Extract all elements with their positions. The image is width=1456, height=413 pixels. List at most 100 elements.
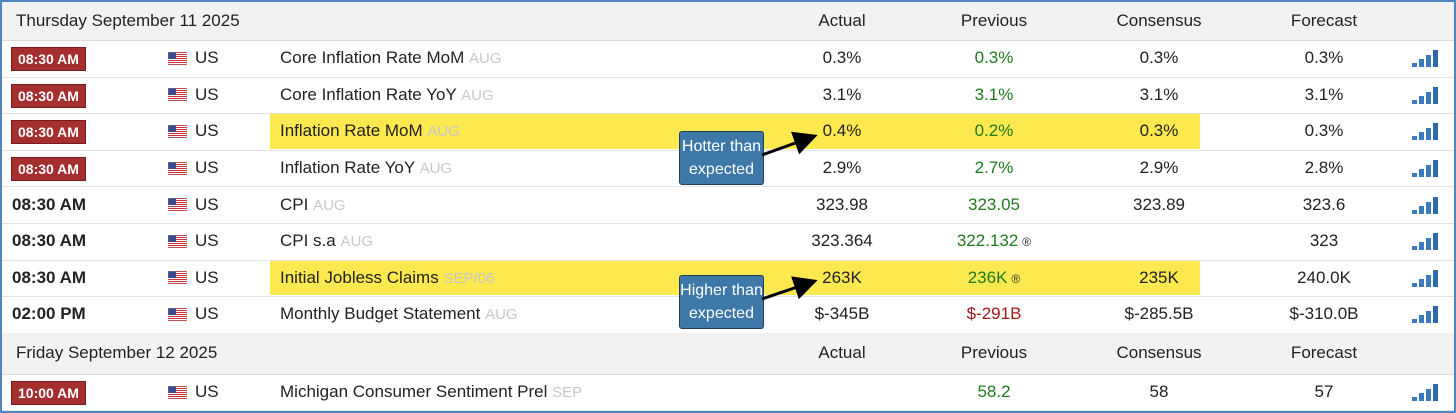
- chart-icon[interactable]: [1410, 304, 1444, 324]
- time-badge: 08:30 AM: [11, 120, 86, 145]
- time-badge: 08:30 AM: [11, 83, 86, 108]
- flag-icon: [167, 197, 188, 212]
- event-title: Inflation Rate YoY: [280, 158, 415, 178]
- consensus-value: 0.3%: [1140, 48, 1179, 68]
- event-name: Core Inflation Rate MoM AUG: [280, 48, 502, 69]
- revised-mark: ®: [1011, 271, 1021, 286]
- event-row: 08:30 AM US CPI s.a AUG 323.364 322.132 ® 323: [2, 223, 1454, 261]
- column-header: Actual: [818, 11, 866, 30]
- flag-icon: [167, 124, 188, 139]
- flag-icon: [167, 51, 188, 66]
- event-row: 08:30 AM US Inflation Rate YoY AUG 2.9% 2.7%…: [2, 150, 1454, 188]
- consensus-value: 58: [1150, 382, 1169, 402]
- event-period: AUG: [427, 123, 460, 141]
- actual-text: 3.1%: [822, 84, 862, 104]
- callout: Higher than expected: [679, 275, 764, 329]
- event-name: Michigan Consumer Sentiment Prel SEP: [280, 382, 582, 403]
- forecast-text: 323: [1309, 231, 1339, 251]
- section-header: Friday September 12 2025 Actual Previous Co…: [2, 332, 1454, 375]
- chart-icon[interactable]: [1410, 231, 1444, 251]
- actual-text: 2.9%: [822, 158, 862, 178]
- forecast-text: 57: [1314, 382, 1334, 402]
- country: US: [195, 158, 219, 178]
- chart-icon[interactable]: [1410, 158, 1444, 178]
- previous-text: 0.2%: [974, 121, 1014, 141]
- actual-value: 2.9%: [823, 158, 862, 178]
- section-header: Thursday September 11 2025 Actual Previous…: [2, 2, 1454, 41]
- actual-value: 323.364: [811, 231, 872, 251]
- column-header: Forecast: [1290, 343, 1358, 363]
- actual-value: 0.4%: [823, 121, 862, 141]
- event-name: Core Inflation Rate YoY AUG: [280, 85, 494, 106]
- forecast-value: $-310.0B: [1290, 304, 1359, 324]
- chart-icon[interactable]: [1410, 382, 1444, 402]
- forecast-value: 323.6: [1303, 195, 1346, 215]
- consensus-text: 323.89: [1133, 194, 1185, 214]
- event-period: AUG: [468, 50, 502, 68]
- event-row: 08:30 AM US Core Inflation Rate MoM AUG 0.3…: [2, 40, 1454, 78]
- chart-icon[interactable]: [1410, 85, 1444, 105]
- time-badge: 10:00 AM: [11, 381, 86, 406]
- event-name: CPI s.a AUG: [280, 231, 373, 252]
- consensus-text: 235K: [1139, 267, 1179, 287]
- event-period: AUG: [485, 306, 518, 324]
- chart-icon[interactable]: [1410, 195, 1444, 215]
- forecast-text: 3.1%: [1304, 84, 1344, 104]
- forecast-value: 0.3%: [1305, 121, 1344, 141]
- event-title: Inflation Rate MoM: [280, 121, 423, 141]
- event-title: Michigan Consumer Sentiment Prel: [280, 382, 548, 402]
- actual-text: 323.364: [811, 231, 873, 251]
- forecast-text: 2.8%: [1304, 158, 1344, 178]
- time-badge: 08:30 AM: [11, 47, 86, 72]
- forecast-text: 323.6: [1302, 194, 1346, 214]
- forecast-value: 240.0K: [1297, 268, 1351, 288]
- forecast-value: 3.1%: [1305, 85, 1344, 105]
- event-title: CPI: [280, 194, 309, 214]
- event-period: SEP: [552, 384, 583, 402]
- actual-text: 0.4%: [822, 121, 862, 141]
- consensus-text: $-285.5B: [1124, 304, 1194, 324]
- actual-value: 3.1%: [823, 85, 862, 105]
- previous-text: 0.3%: [974, 48, 1014, 68]
- previous-text: 322.132: [956, 231, 1019, 251]
- consensus-value: 235K: [1139, 268, 1179, 288]
- event-title: Core Inflation Rate YoY: [280, 84, 457, 104]
- event-period: AUG: [313, 196, 346, 214]
- chart-icon[interactable]: [1410, 48, 1444, 68]
- event-title: Core Inflation Rate MoM: [280, 48, 465, 68]
- column-header: Forecast: [1290, 11, 1358, 30]
- forecast-text: $-310.0B: [1289, 304, 1359, 324]
- revised-mark: ®: [1022, 235, 1032, 250]
- consensus-text: 58: [1149, 382, 1169, 402]
- flag-icon: [167, 307, 188, 322]
- column-header: Previous: [960, 343, 1028, 363]
- previous-value: 236K ®: [968, 268, 1021, 289]
- country: US: [195, 48, 219, 68]
- column-header: Previous: [960, 11, 1028, 30]
- previous-text: 58.2: [977, 382, 1011, 402]
- event-name: Initial Jobless Claims SEP/06: [280, 268, 494, 289]
- chart-icon[interactable]: [1410, 268, 1444, 288]
- section-date: Friday September 12 2025: [16, 343, 218, 363]
- previous-value: $-291B: [967, 304, 1022, 324]
- previous-value: 322.132 ®: [957, 231, 1031, 252]
- previous-text: 3.1%: [974, 84, 1014, 104]
- actual-text: $-345B: [814, 304, 870, 324]
- forecast-value: 0.3%: [1305, 48, 1344, 68]
- flag-icon: [167, 88, 188, 102]
- country: US: [195, 231, 219, 251]
- time-badge: 08:30 AM: [11, 157, 86, 182]
- previous-text: 2.7%: [974, 158, 1014, 178]
- previous-text: 236K: [967, 267, 1008, 287]
- country: US: [195, 84, 219, 104]
- chart-icon[interactable]: [1410, 121, 1444, 141]
- event-name: Inflation Rate YoY AUG: [280, 158, 452, 179]
- consensus-value: 3.1%: [1140, 85, 1179, 105]
- forecast-text: 0.3%: [1304, 121, 1344, 141]
- column-header: Consensus: [1116, 11, 1202, 30]
- country: US: [195, 194, 219, 214]
- time: 08:30 AM: [12, 194, 87, 214]
- flag-icon: [167, 385, 188, 399]
- flag-icon: [167, 161, 188, 175]
